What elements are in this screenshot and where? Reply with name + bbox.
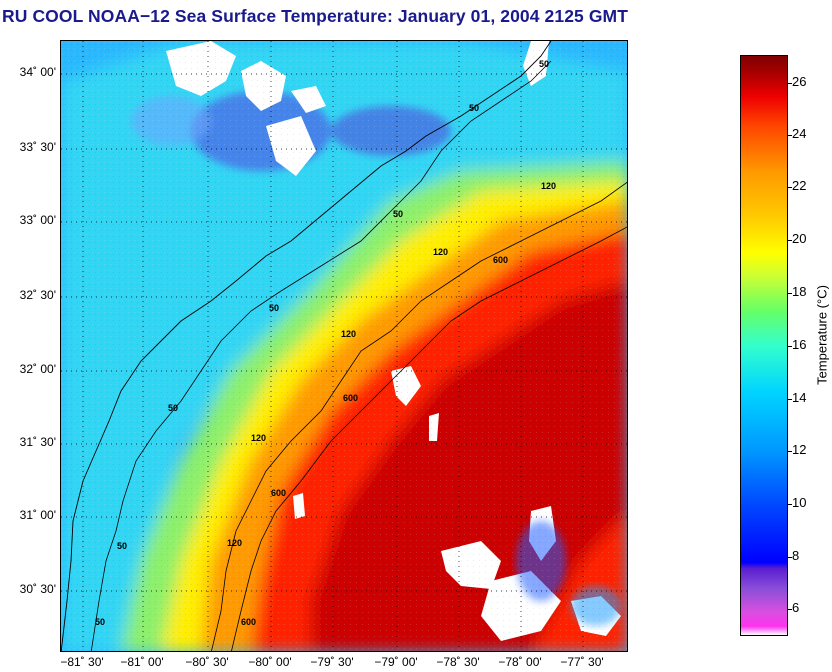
colorbar-tick-label: 12 bbox=[792, 442, 807, 457]
lat-label: 32˚ 00' bbox=[19, 362, 56, 376]
lon-label: −81˚ 00' bbox=[120, 655, 164, 669]
lon-label: −78˚ 00' bbox=[498, 655, 542, 669]
contour-label: 120 bbox=[541, 181, 556, 191]
colorbar-tick-label: 26 bbox=[792, 74, 807, 89]
contour-labels: 50 50 50 50 50 50 50 120 120 120 120 120… bbox=[95, 59, 556, 627]
graticule bbox=[61, 41, 627, 651]
lat-label: 33˚ 30' bbox=[19, 140, 56, 154]
colorbar-tick-label: 22 bbox=[792, 178, 807, 193]
contour-label: 600 bbox=[271, 488, 286, 498]
colorbar-tick-label: 14 bbox=[792, 390, 807, 405]
lon-label: −79˚ 00' bbox=[374, 655, 418, 669]
lon-label: −78˚ 30' bbox=[436, 655, 480, 669]
contour-label: 120 bbox=[341, 329, 356, 339]
colorbar-tick-label: 20 bbox=[792, 231, 807, 246]
colorbar-tick-label: 18 bbox=[792, 284, 807, 299]
lat-label: 31˚ 30' bbox=[19, 435, 56, 449]
bathymetry-contours bbox=[90, 60, 627, 651]
lat-label: 34˚ 00' bbox=[19, 65, 56, 79]
temperature-colorbar bbox=[740, 55, 788, 636]
contour-label: 50 bbox=[269, 303, 279, 313]
contour-label: 600 bbox=[343, 393, 358, 403]
colorbar-title: Temperature (°C) bbox=[814, 285, 830, 385]
lon-label: −80˚ 00' bbox=[248, 655, 292, 669]
sst-map-canvas: 50 50 50 50 50 50 50 120 120 120 120 120… bbox=[61, 41, 627, 651]
contour-label: 120 bbox=[227, 538, 242, 548]
contour-label: 50 bbox=[393, 209, 403, 219]
colorbar-tick-label: 6 bbox=[792, 600, 800, 615]
sst-map[interactable]: 50 50 50 50 50 50 50 120 120 120 120 120… bbox=[60, 40, 628, 652]
chart-title: RU COOL NOAA−12 Sea Surface Temperature:… bbox=[2, 6, 629, 26]
lon-label: −81˚ 30' bbox=[60, 655, 104, 669]
contour-label: 50 bbox=[117, 541, 127, 551]
lon-label: −79˚ 30' bbox=[310, 655, 354, 669]
contour-label: 50 bbox=[539, 59, 549, 69]
colorbar-tick-label: 10 bbox=[792, 495, 807, 510]
lat-label: 31˚ 00' bbox=[19, 508, 56, 522]
contour-label: 50 bbox=[168, 403, 178, 413]
lon-label: −80˚ 30' bbox=[185, 655, 229, 669]
lat-label: 33˚ 00' bbox=[19, 213, 56, 227]
colorbar-tick-label: 16 bbox=[792, 337, 807, 352]
colorbar-tick-label: 24 bbox=[792, 126, 807, 141]
contour-label: 120 bbox=[433, 247, 448, 257]
contour-label: 120 bbox=[251, 433, 266, 443]
contour-label: 600 bbox=[241, 617, 256, 627]
contour-label: 600 bbox=[493, 255, 508, 265]
contour-label: 50 bbox=[95, 617, 105, 627]
colorbar-tick-label: 8 bbox=[792, 548, 800, 563]
lat-label: 30˚ 30' bbox=[19, 582, 56, 596]
lat-label: 32˚ 30' bbox=[19, 288, 56, 302]
contour-label: 50 bbox=[469, 103, 479, 113]
lon-label: −77˚ 30' bbox=[560, 655, 604, 669]
